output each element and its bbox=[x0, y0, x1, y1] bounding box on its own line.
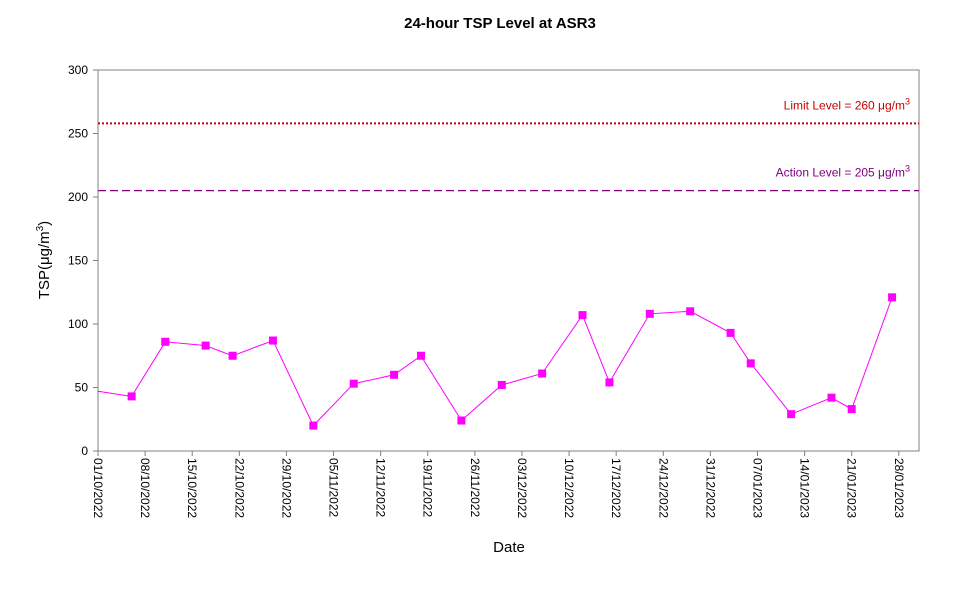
data-point-marker bbox=[349, 379, 358, 388]
data-point-marker bbox=[309, 421, 318, 430]
plot-area-frame bbox=[97, 69, 920, 452]
x-tick-label: 03/12/2022 bbox=[515, 458, 529, 518]
y-axis-title-close: ) bbox=[36, 221, 53, 226]
data-point-marker bbox=[457, 416, 466, 425]
x-axis-title: Date bbox=[493, 539, 525, 556]
y-tick-label: 250 bbox=[68, 127, 88, 141]
x-tick-label: 01/10/2022 bbox=[91, 458, 105, 518]
y-axis-title-main: TSP( bbox=[36, 265, 53, 299]
y-tick-label: 300 bbox=[68, 63, 88, 77]
y-axis-title-sup: 3 bbox=[35, 225, 46, 231]
chart-title: 24-hour TSP Level at ASR3 bbox=[404, 15, 596, 32]
data-point-marker bbox=[417, 351, 426, 360]
y-tick-label: 0 bbox=[81, 444, 88, 458]
data-point-marker bbox=[538, 369, 547, 378]
reference-line-label: Limit Level = 260 μg/m3 bbox=[784, 96, 910, 112]
data-point-marker bbox=[746, 359, 755, 368]
x-tick-label: 19/11/2022 bbox=[421, 458, 435, 517]
y-tick-label: 50 bbox=[75, 381, 89, 395]
data-point-marker bbox=[645, 309, 654, 318]
series-layer bbox=[97, 293, 897, 430]
x-tick-label: 29/10/2022 bbox=[279, 458, 293, 518]
data-point-marker bbox=[268, 336, 277, 345]
data-point-marker bbox=[201, 341, 210, 350]
data-point-marker bbox=[390, 370, 399, 379]
reference-lines: Limit Level = 260 μg/m3 Action Level = 20… bbox=[98, 96, 919, 192]
data-point-marker bbox=[497, 380, 506, 389]
data-point-marker bbox=[686, 307, 695, 316]
y-tick-label: 200 bbox=[68, 190, 88, 204]
data-point-marker bbox=[847, 405, 856, 414]
y-axis-title: TSP(μg/m3) bbox=[35, 221, 53, 299]
data-point-marker bbox=[605, 378, 614, 387]
x-tick-label: 26/11/2022 bbox=[468, 458, 482, 517]
y-tick-label: 150 bbox=[68, 254, 88, 268]
x-tick-label: 17/12/2022 bbox=[609, 458, 623, 518]
x-tick-label: 10/12/2022 bbox=[562, 458, 576, 518]
x-tick-label: 14/01/2023 bbox=[798, 458, 812, 518]
x-tick-label: 07/01/2023 bbox=[750, 458, 764, 518]
data-point-marker bbox=[726, 328, 735, 337]
reference-line-label: Action Level = 205 μg/m3 bbox=[776, 164, 910, 180]
x-tick-label: 05/11/2022 bbox=[327, 458, 341, 517]
data-point-marker bbox=[787, 410, 796, 419]
y-axis-ticks: 0 50 100 150 200 250 300 bbox=[68, 63, 98, 458]
x-tick-label: 31/12/2022 bbox=[703, 458, 717, 518]
x-tick-label: 28/01/2023 bbox=[892, 458, 906, 518]
y-tick-label: 100 bbox=[68, 317, 88, 331]
data-point-marker bbox=[578, 311, 587, 320]
x-tick-label: 08/10/2022 bbox=[138, 458, 152, 518]
x-tick-label: 12/11/2022 bbox=[374, 458, 388, 517]
x-tick-label: 24/12/2022 bbox=[656, 458, 670, 518]
data-point-marker bbox=[127, 392, 136, 401]
data-point-marker bbox=[888, 293, 897, 302]
x-tick-label: 22/10/2022 bbox=[232, 458, 246, 518]
data-point-marker bbox=[228, 351, 237, 360]
x-tick-label: 21/01/2023 bbox=[845, 458, 859, 518]
x-tick-label: 15/10/2022 bbox=[185, 458, 199, 518]
x-axis-ticks: 01/10/2022 08/10/2022 15/10/2022 22/10/2022… bbox=[91, 451, 906, 518]
data-point-marker bbox=[161, 337, 170, 346]
y-axis-title-unit: μg/m bbox=[36, 231, 53, 265]
data-point-marker bbox=[827, 393, 836, 402]
